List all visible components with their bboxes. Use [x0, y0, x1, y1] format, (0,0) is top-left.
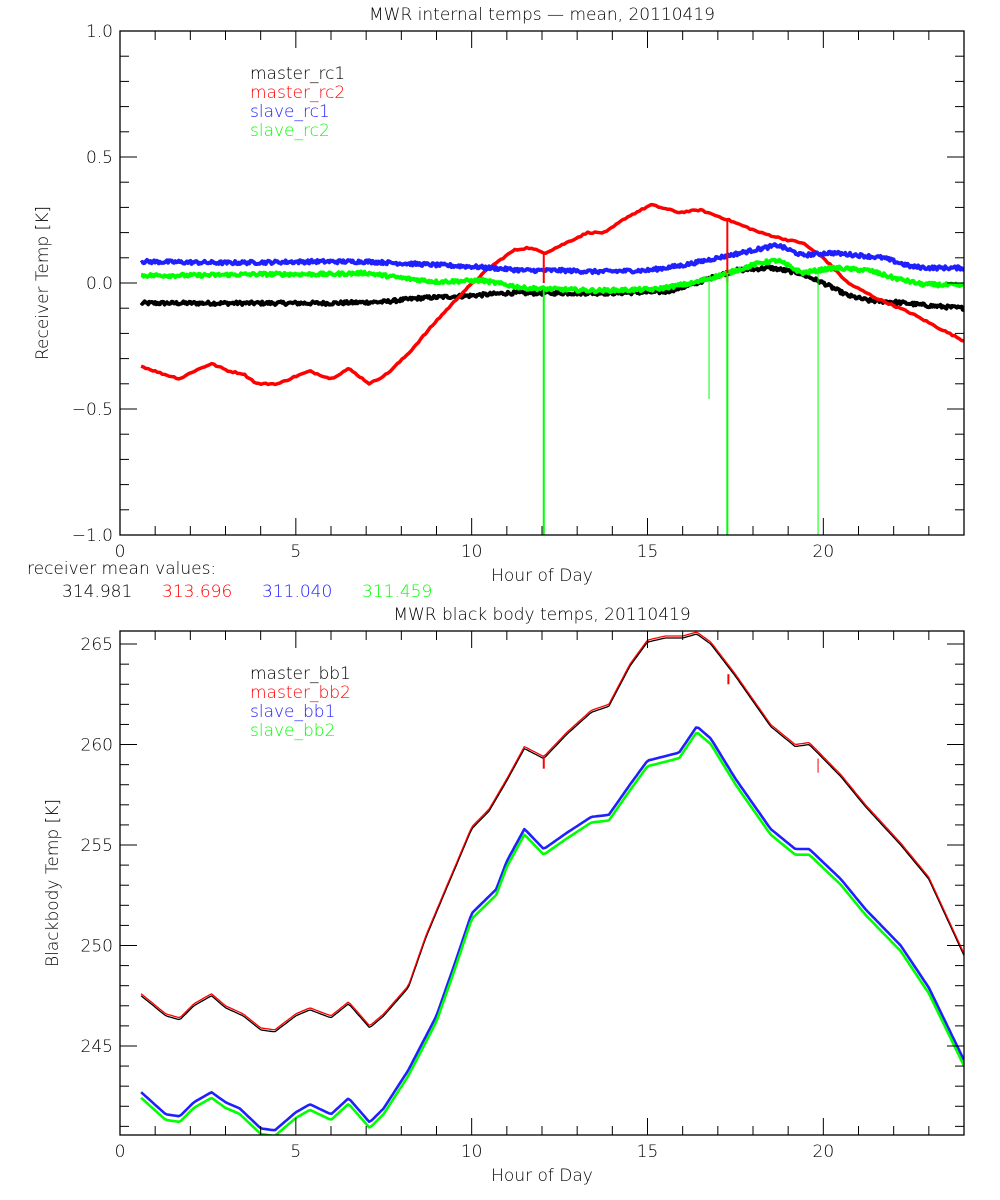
top-plot-frame	[119, 30, 965, 536]
legend-slave-bb1: slave_bb1	[250, 702, 335, 722]
series-line-slave-bb2	[140, 731, 964, 1135]
y-tick-label: 260	[81, 736, 113, 756]
top-chart-title: MWR internal temps — mean, 20110419	[369, 5, 715, 25]
receiver-mean-value-4: 311.459	[362, 582, 432, 602]
receiver-temps-chart: MWR internal temps — mean, 20110419 0 5 10…	[27, 5, 965, 602]
receiver-mean-value-2: 313.696	[162, 582, 232, 602]
legend-slave-rc2: slave_rc2	[250, 121, 330, 141]
top-axes: 0 5 10 15 20 −1.0 −0.5 0.0 0.5 1.0	[72, 22, 965, 562]
x-tick-label: 20	[813, 1142, 835, 1162]
series-line-master-rc1	[139, 264, 964, 312]
legend-slave-rc1: slave_rc1	[250, 102, 330, 122]
series-line-slave-bb1	[140, 726, 964, 1132]
receiver-mean-annotation: receiver mean values: 314.981 313.696 31…	[27, 559, 432, 602]
legend-slave-bb2: slave_bb2	[250, 721, 335, 741]
x-tick-label: 15	[637, 542, 659, 562]
bottom-y-axis-label: Blackbody Temp [K]	[43, 799, 63, 967]
bottom-legend: master_bb1 master_bb2 slave_bb1 slave_bb…	[250, 664, 351, 741]
y-tick-label: −0.5	[72, 400, 113, 420]
x-tick-label: 0	[115, 1142, 126, 1162]
series-line-slave-rc2	[140, 257, 964, 295]
series-line-master-rc2	[140, 202, 964, 387]
bottom-x-axis-label: Hour of Day	[491, 1166, 593, 1186]
x-tick-label: 10	[461, 1142, 483, 1162]
top-y-axis-label: Receiver Temp [K]	[33, 206, 53, 360]
y-tick-label: 0.5	[86, 148, 113, 168]
series-line-slave-rc1	[139, 242, 964, 276]
y-tick-label: 255	[81, 836, 113, 856]
top-series-group	[139, 202, 964, 387]
top-legend: master_rc1 master_rc2 slave_rc1 slave_rc…	[250, 64, 345, 141]
x-tick-label: 5	[290, 1142, 301, 1162]
y-tick-label: 245	[81, 1037, 113, 1057]
x-tick-label: 0	[115, 542, 126, 562]
receiver-mean-label: receiver mean values:	[27, 559, 216, 579]
series-line-master-bb2	[140, 631, 964, 1031]
receiver-mean-value-3: 311.040	[262, 582, 332, 602]
bottom-series-group	[140, 631, 964, 1135]
bottom-spikes-group	[542, 674, 819, 773]
series-line-master-bb1	[140, 633, 964, 1033]
bottom-axes: 0 5 10 15 20 245 250 255 260 265	[81, 630, 965, 1162]
legend-master-rc1: master_rc1	[250, 64, 345, 84]
y-tick-label: 1.0	[86, 22, 113, 42]
bottom-chart-title: MWR black body temps, 20110419	[393, 605, 690, 625]
legend-master-rc2: master_rc2	[250, 83, 345, 103]
x-tick-label: 20	[813, 542, 835, 562]
y-tick-label: 265	[81, 635, 113, 655]
legend-master-bb2: master_bb2	[250, 683, 351, 703]
y-tick-label: 250	[81, 936, 113, 956]
y-tick-label: 0.0	[86, 274, 113, 294]
receiver-mean-value-1: 314.981	[62, 582, 132, 602]
y-tick-label: −1.0	[72, 526, 113, 546]
x-tick-label: 10	[461, 542, 483, 562]
top-spikes-group	[542, 220, 819, 535]
blackbody-temps-chart: MWR black body temps, 20110419 0 5 10 15 20 2…	[43, 605, 965, 1186]
x-tick-label: 5	[290, 542, 301, 562]
x-tick-label: 15	[637, 1142, 659, 1162]
top-x-axis-label: Hour of Day	[491, 566, 593, 586]
legend-master-bb1: master_bb1	[250, 664, 351, 684]
